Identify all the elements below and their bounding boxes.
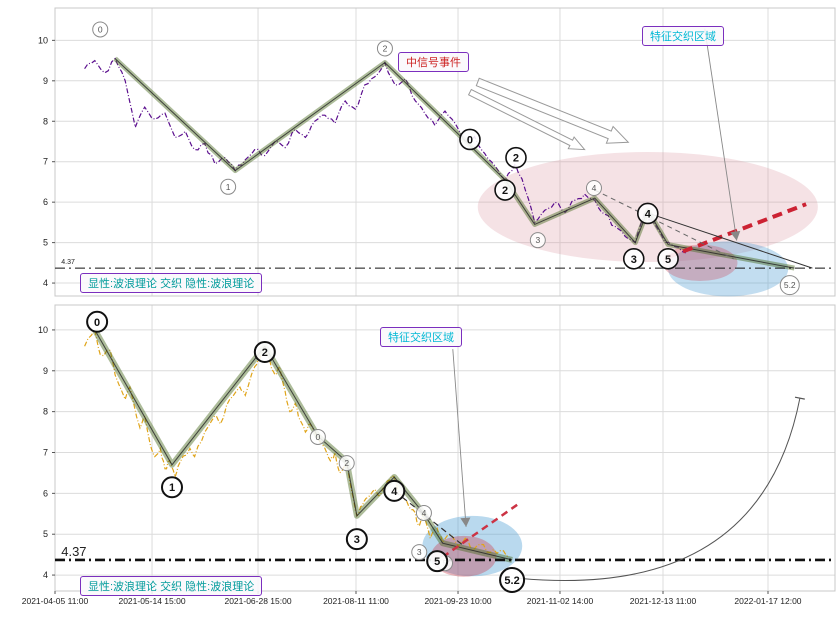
feature-region-label-top: 特征交织区域 bbox=[642, 26, 724, 46]
svg-text:7: 7 bbox=[43, 447, 48, 457]
svg-text:2: 2 bbox=[383, 43, 388, 53]
grid bbox=[54, 304, 836, 592]
theory-overlay-top: 显性:波浪理论 交织 隐性:波浪理论 bbox=[80, 273, 263, 293]
pointer-arrowhead bbox=[730, 230, 741, 241]
svg-text:5: 5 bbox=[43, 529, 48, 539]
svg-text:2021-12-13 11:00: 2021-12-13 11:00 bbox=[630, 596, 697, 606]
svg-text:8: 8 bbox=[43, 116, 48, 126]
pointer-arrowhead bbox=[460, 517, 471, 527]
y-axis-labels: 4 5 6 7 8 9 10 bbox=[38, 325, 55, 580]
svg-text:2021-04-05 11:00: 2021-04-05 11:00 bbox=[22, 596, 89, 606]
svg-text:5: 5 bbox=[434, 556, 440, 568]
svg-text:2021-06-28 15:00: 2021-06-28 15:00 bbox=[224, 596, 291, 606]
trend-line bbox=[647, 212, 813, 269]
trend-line bbox=[441, 502, 520, 559]
svg-text:6: 6 bbox=[43, 488, 48, 498]
svg-text:3: 3 bbox=[535, 235, 540, 245]
svg-text:5: 5 bbox=[43, 238, 48, 248]
svg-text:4: 4 bbox=[43, 570, 48, 580]
svg-text:0: 0 bbox=[467, 134, 473, 146]
signal-arrow bbox=[467, 88, 586, 151]
wave-chart-top: 4 5 6 7 8 9 10 4.37 0 1 2 3 4 5.2 0 2 2 3 4 5 bbox=[38, 7, 836, 297]
svg-text:4: 4 bbox=[422, 508, 427, 518]
feature-region-label-bottom: 特征交织区域 bbox=[380, 327, 462, 347]
projection-curve bbox=[519, 398, 801, 582]
svg-text:7: 7 bbox=[43, 157, 48, 167]
svg-text:2021-08-11 11:00: 2021-08-11 11:00 bbox=[323, 596, 389, 606]
ref-line-value: 4.37 bbox=[61, 259, 75, 266]
svg-text:2: 2 bbox=[262, 347, 268, 359]
curve-end-tick bbox=[794, 396, 805, 400]
svg-text:1: 1 bbox=[169, 482, 175, 494]
price-line bbox=[84, 57, 691, 254]
svg-text:4: 4 bbox=[391, 486, 398, 498]
svg-text:5: 5 bbox=[665, 254, 671, 266]
svg-text:4: 4 bbox=[592, 183, 597, 193]
signal-arrow bbox=[475, 77, 630, 144]
svg-text:1: 1 bbox=[226, 182, 231, 192]
y-axis-labels: 4 5 6 7 8 9 10 bbox=[38, 35, 55, 288]
theory-overlay-bottom: 显性:波浪理论 交织 隐性:波浪理论 bbox=[80, 576, 263, 596]
svg-text:10: 10 bbox=[38, 325, 48, 335]
svg-text:3: 3 bbox=[631, 254, 637, 266]
svg-text:2: 2 bbox=[344, 458, 349, 468]
wave-markers-minor: 0 1 2 3 4 5.2 bbox=[92, 21, 800, 296]
wave-markers-major: 0 1 2 3 4 5 5.2 bbox=[86, 310, 526, 593]
svg-text:8: 8 bbox=[43, 407, 48, 417]
trend-line bbox=[667, 202, 807, 260]
pointer-line bbox=[452, 349, 467, 527]
svg-text:2021-09-23 10:00: 2021-09-23 10:00 bbox=[424, 596, 491, 606]
svg-text:2022-01-17 12:00: 2022-01-17 12:00 bbox=[734, 596, 801, 606]
ref-line-value: 4.37 bbox=[61, 544, 86, 559]
svg-text:5.2: 5.2 bbox=[504, 575, 519, 587]
svg-text:3: 3 bbox=[417, 547, 422, 557]
signal-event-label: 中信号事件 bbox=[398, 52, 469, 72]
trend-line bbox=[594, 189, 734, 260]
svg-text:2: 2 bbox=[513, 153, 519, 165]
pointer-line bbox=[704, 28, 738, 241]
svg-text:9: 9 bbox=[43, 366, 48, 376]
svg-text:3: 3 bbox=[354, 534, 360, 546]
svg-text:0: 0 bbox=[315, 432, 320, 442]
svg-text:2021-11-02 14:00: 2021-11-02 14:00 bbox=[527, 596, 594, 606]
svg-text:6: 6 bbox=[43, 197, 48, 207]
svg-text:9: 9 bbox=[43, 76, 48, 86]
svg-text:4: 4 bbox=[645, 208, 652, 220]
svg-text:0: 0 bbox=[98, 24, 103, 34]
wave-markers-major: 0 2 2 3 4 5 bbox=[459, 128, 679, 270]
svg-text:10: 10 bbox=[38, 35, 48, 45]
wave-line-core bbox=[94, 329, 513, 561]
svg-text:0: 0 bbox=[94, 317, 100, 329]
svg-text:4: 4 bbox=[43, 278, 48, 288]
svg-text:2021-05-14 15:00: 2021-05-14 15:00 bbox=[118, 596, 185, 606]
svg-text:2: 2 bbox=[502, 185, 508, 197]
svg-text:5.2: 5.2 bbox=[784, 280, 796, 290]
